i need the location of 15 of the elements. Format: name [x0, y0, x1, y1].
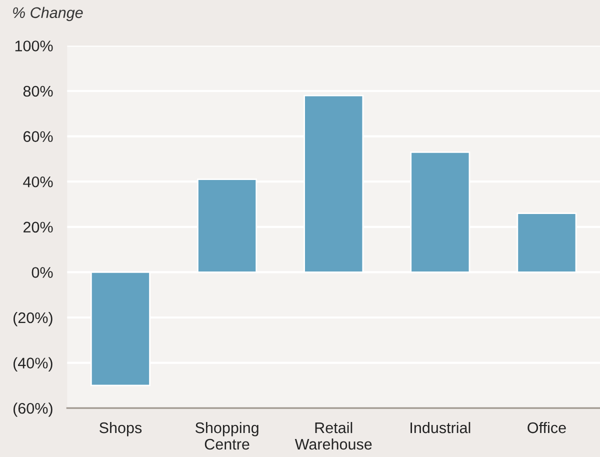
y-tick-label: 20% [24, 222, 53, 233]
y-tick-label: (60%) [14, 402, 52, 417]
x-tick-label: Shopping Centre [195, 422, 258, 450]
y-axis-title: % Change [13, 6, 83, 22]
y-tick-label: 100% [15, 40, 53, 52]
x-tick-label: Retail Warehouse [294, 422, 372, 450]
y-tick-label: 40% [23, 176, 53, 188]
x-tick-label: Shops [100, 422, 142, 436]
y-tick-label: 0% [32, 267, 53, 278]
x-tick-label: Office [528, 422, 566, 434]
y-tick-label: (20%) [14, 312, 52, 326]
y-tick-label: 60% [24, 131, 53, 142]
x-tick-label: Industrial [410, 422, 470, 434]
y-tick-label: (40%) [14, 357, 52, 372]
y-tick-label: 80% [23, 86, 53, 97]
